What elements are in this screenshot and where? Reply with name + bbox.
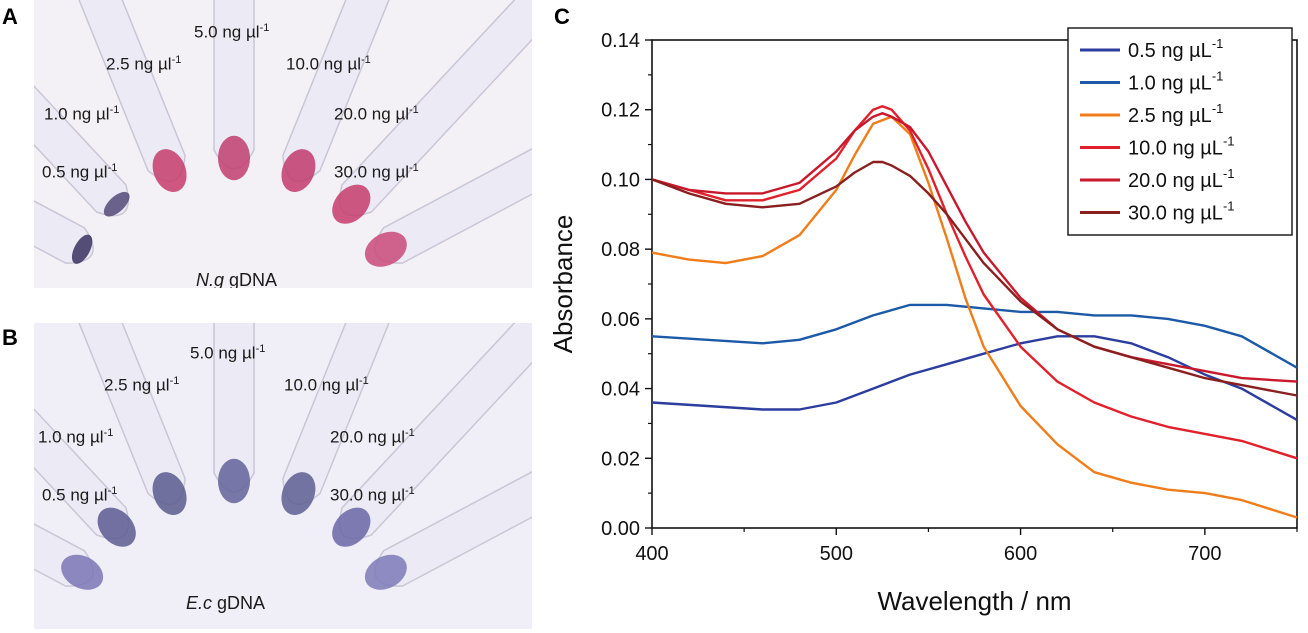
- tube-4: [281, 0, 423, 192]
- absorbance-chart: 0.00 0.02 0.04 0.06 0.08 0.10 0.12 0.14 400 500 60…: [548, 27, 1298, 616]
- x-axis-label: Wavelength / nm: [877, 586, 1071, 616]
- photo-panel-b: 0.5 ng µl-1 1.0 ng µl-1 2.5 ng µl-1 5.0 …: [34, 323, 532, 629]
- tube-label-b-4: 10.0 ng µl-1: [284, 375, 369, 395]
- tube-body: [34, 100, 94, 264]
- tube-label-b-1: 1.0 ng µl-1: [38, 427, 114, 447]
- x-tick-label: 400: [635, 543, 668, 565]
- y-tick-label: 0.02: [601, 448, 640, 470]
- tube-solution: [71, 234, 93, 264]
- panel-letter-b: B: [2, 325, 18, 350]
- y-tick-label: 0.04: [601, 379, 640, 401]
- tube-3: [213, 0, 255, 181]
- series-line-2: [651, 115, 1298, 519]
- tube-solution: [97, 507, 136, 547]
- tube-label-a-6: 30.0 ng µl-1: [334, 162, 419, 182]
- y-tick-label: 0.14: [601, 30, 640, 52]
- tube-0: [34, 100, 94, 264]
- tube-solution: [152, 149, 187, 192]
- x-tick-label: 700: [1188, 543, 1221, 565]
- tube-label-b-5: 20.0 ng µl-1: [330, 427, 415, 447]
- tube-label-a-3: 5.0 ng µl-1: [194, 22, 270, 42]
- tube-label-b-6: 30.0 ng µl-1: [330, 485, 415, 505]
- tube-solution: [281, 472, 316, 515]
- legend-box: [1067, 27, 1293, 236]
- tube-label-a-0: 0.5 ng µl-1: [42, 162, 118, 182]
- legend-entry-4: 20.0 ng µL-1: [1128, 166, 1235, 192]
- legend-entry-3: 10.0 ng µL-1: [1128, 134, 1235, 160]
- x-tick-label: 500: [820, 543, 853, 565]
- legend-entry-superscript: -1: [1223, 166, 1235, 181]
- series-line-1: [651, 303, 1298, 369]
- tube-fan-b: [34, 323, 532, 629]
- legend-entry-1: 1.0 ng µL-1: [1128, 69, 1223, 95]
- tube-5: [332, 0, 532, 224]
- tube-label-a-4: 10.0 ng µl-1: [286, 54, 371, 74]
- tube-solution: [61, 554, 104, 590]
- legend-entry-superscript: -1: [1212, 36, 1224, 51]
- y-axis-label: Absorbance: [548, 215, 578, 354]
- series-line-0: [651, 335, 1298, 421]
- tube-5: [332, 323, 532, 547]
- tube-0: [34, 423, 104, 590]
- y-tick-label: 0.08: [601, 239, 640, 261]
- photo-caption-b: E.c gDNA: [186, 593, 266, 613]
- tube-fan-a: [34, 0, 532, 288]
- tube-solution: [364, 231, 407, 267]
- tube-4: [281, 323, 423, 515]
- tube-solution: [218, 135, 250, 181]
- panel-letter-c: C: [554, 4, 570, 29]
- legend-entry-superscript: -1: [1223, 134, 1235, 149]
- legend-entry-superscript: -1: [1212, 101, 1224, 116]
- tube-3: [213, 323, 255, 504]
- tube-solution: [103, 191, 130, 217]
- legend-entry-superscript: -1: [1212, 69, 1224, 84]
- tube-solution: [332, 184, 371, 224]
- y-tick-label: 0.12: [601, 100, 640, 122]
- tube-label-b-3: 5.0 ng µl-1: [190, 343, 266, 363]
- photo-panel-a: 0.5 ng µl-1 1.0 ng µl-1 2.5 ng µl-1 5.0 …: [34, 0, 532, 288]
- legend-entry-0: 0.5 ng µL-1: [1128, 36, 1223, 62]
- series-line-3: [651, 105, 1298, 460]
- tube-label-b-0: 0.5 ng µl-1: [42, 485, 118, 505]
- tube-6: [364, 423, 532, 590]
- tube-solution: [218, 458, 250, 504]
- legend-entry-5: 30.0 ng µL-1: [1128, 199, 1235, 225]
- tube-solution: [281, 149, 316, 192]
- tube-1: [34, 0, 130, 217]
- tube-solution: [364, 554, 407, 590]
- tube-label-a-1: 1.0 ng µl-1: [44, 104, 120, 124]
- legend-entry-2: 2.5 ng µL-1: [1128, 101, 1223, 127]
- panel-letter-a: A: [2, 4, 18, 29]
- tube-label-a-5: 20.0 ng µl-1: [334, 104, 419, 124]
- tube-body: [34, 0, 130, 217]
- y-tick-label: 0.00: [601, 518, 640, 540]
- legend-entry-superscript: -1: [1223, 199, 1235, 214]
- tube-label-b-2: 2.5 ng µl-1: [104, 375, 180, 395]
- y-tick-label: 0.10: [601, 169, 640, 191]
- tube-solution: [152, 472, 187, 515]
- tube-solution: [332, 507, 371, 547]
- tube-2: [45, 0, 187, 192]
- x-tick-label: 600: [1004, 543, 1037, 565]
- series-line-5: [651, 160, 1298, 397]
- photo-caption-a: N.g gDNA: [196, 270, 278, 288]
- y-tick-label: 0.06: [601, 309, 640, 331]
- tube-6: [364, 100, 532, 267]
- tube-1: [34, 323, 136, 547]
- tube-2: [45, 323, 187, 515]
- tube-label-a-2: 2.5 ng µl-1: [106, 54, 182, 74]
